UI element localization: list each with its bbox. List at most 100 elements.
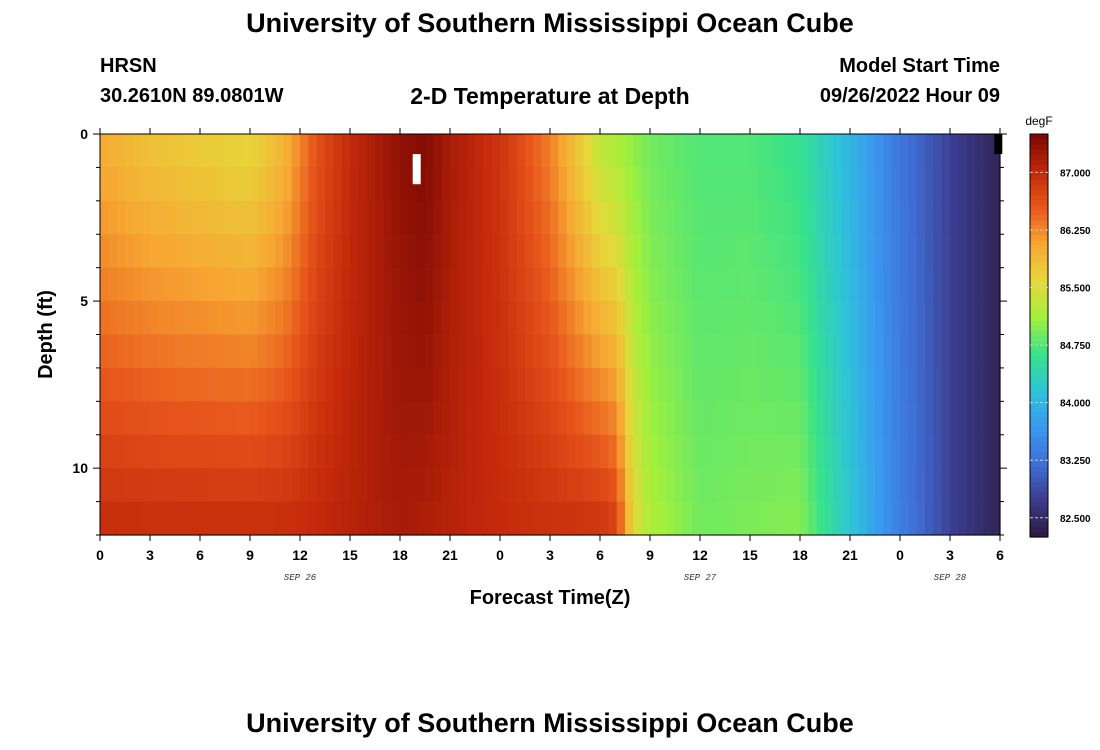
heatmap-cell: [891, 134, 901, 169]
heatmap-cell: [191, 334, 201, 369]
heatmap-cell: [950, 468, 959, 503]
heatmap-cell: [525, 267, 534, 302]
heatmap-cell: [900, 234, 909, 269]
heatmap-cell: [225, 501, 234, 536]
heatmap-cell: [775, 501, 784, 536]
heatmap-cell: [133, 301, 143, 336]
heatmap-cell: [500, 401, 509, 436]
heatmap-cell: [616, 200, 626, 235]
heatmap-cell: [925, 200, 934, 235]
heatmap-cell: [383, 234, 393, 269]
heatmap-cell: [708, 367, 718, 402]
heatmap-cell: [925, 167, 934, 202]
heatmap-cell: [100, 468, 109, 503]
heatmap-cell: [900, 501, 909, 536]
heatmap-cell: [633, 401, 643, 436]
colorbar-segment: [1030, 496, 1048, 503]
heatmap-cell: [458, 434, 468, 469]
heatmap-cell: [266, 501, 276, 536]
colorbar-segment: [1030, 511, 1048, 518]
heatmap-cell: [991, 234, 1001, 269]
colorbar-segment: [1030, 134, 1048, 140]
heatmap-cell: [841, 367, 851, 402]
heatmap-cell: [433, 234, 443, 269]
colorbar-segment: [1030, 521, 1048, 528]
heatmap-cell: [841, 301, 851, 336]
heatmap-cell: [758, 468, 768, 503]
heatmap-cell: [258, 167, 268, 202]
heatmap-cell: [433, 301, 443, 336]
heatmap-cell: [508, 301, 518, 336]
heatmap-cell: [625, 200, 634, 235]
heatmap-cell: [483, 367, 493, 402]
heatmap-cell: [458, 334, 468, 369]
heatmap-cell: [366, 167, 376, 202]
heatmap-cell: [975, 267, 984, 302]
heatmap-cell: [691, 267, 701, 302]
heatmap-cell: [625, 501, 634, 536]
heatmap-cell: [708, 468, 718, 503]
heatmap-cell: [933, 200, 943, 235]
heatmap-cell: [950, 501, 959, 536]
heatmap-cell: [883, 301, 893, 336]
heatmap-cell: [233, 334, 243, 369]
x-tick-label: 3: [546, 547, 554, 563]
heatmap-cell: [141, 367, 151, 402]
heatmap-cell: [183, 167, 193, 202]
heatmap-cell: [416, 367, 426, 402]
heatmap-cell: [650, 334, 659, 369]
heatmap-cell: [900, 167, 909, 202]
heatmap-cell: [783, 434, 793, 469]
heatmap-cell: [100, 434, 109, 469]
heatmap-cell: [333, 468, 343, 503]
heatmap-cell: [125, 200, 134, 235]
heatmap-cell: [600, 401, 609, 436]
heatmap-cell: [850, 468, 859, 503]
heatmap-cell: [825, 301, 834, 336]
heatmap-cell: [141, 501, 151, 536]
heatmap-cell: [383, 334, 393, 369]
heatmap-cell: [733, 434, 743, 469]
heatmap-cell: [250, 301, 259, 336]
x-tick-label: 9: [246, 547, 254, 563]
heatmap-cell: [850, 367, 859, 402]
heatmap-cell: [908, 468, 918, 503]
heatmap-cell: [550, 401, 559, 436]
heatmap-cell: [983, 134, 993, 169]
heatmap-cell: [233, 501, 243, 536]
heatmap-cell: [208, 401, 218, 436]
heatmap-cell: [258, 468, 268, 503]
heatmap-cell: [216, 367, 226, 402]
x-tick-label: 6: [196, 547, 204, 563]
heatmap-cell: [533, 167, 543, 202]
heatmap-cell: [775, 434, 784, 469]
heatmap-cell: [950, 267, 959, 302]
heatmap-cell: [216, 167, 226, 202]
heatmap-cell: [258, 301, 268, 336]
heatmap-cell: [550, 267, 559, 302]
heatmap-cell: [983, 434, 993, 469]
heatmap-cell: [216, 501, 226, 536]
heatmap-cell: [783, 401, 793, 436]
heatmap-cell: [291, 134, 301, 169]
heatmap-cell: [208, 468, 218, 503]
heatmap-cell: [833, 167, 843, 202]
heatmap-cell: [858, 401, 868, 436]
heatmap-cell: [550, 167, 559, 202]
heatmap-cell: [925, 367, 934, 402]
heatmap-cell: [925, 401, 934, 436]
heatmap-cell: [658, 167, 668, 202]
heatmap-cell: [941, 468, 951, 503]
heatmap-cell: [366, 334, 376, 369]
heatmap-cell: [591, 434, 601, 469]
heatmap-cell: [550, 234, 559, 269]
heatmap-cell: [383, 367, 393, 402]
heatmap-cell: [558, 134, 568, 169]
heatmap-cell: [758, 200, 768, 235]
heatmap-cell: [816, 434, 826, 469]
heatmap-cell: [625, 301, 634, 336]
heatmap-cell: [383, 401, 393, 436]
heatmap-cell: [133, 501, 143, 536]
heatmap-cell: [266, 334, 276, 369]
heatmap-cell: [608, 334, 618, 369]
